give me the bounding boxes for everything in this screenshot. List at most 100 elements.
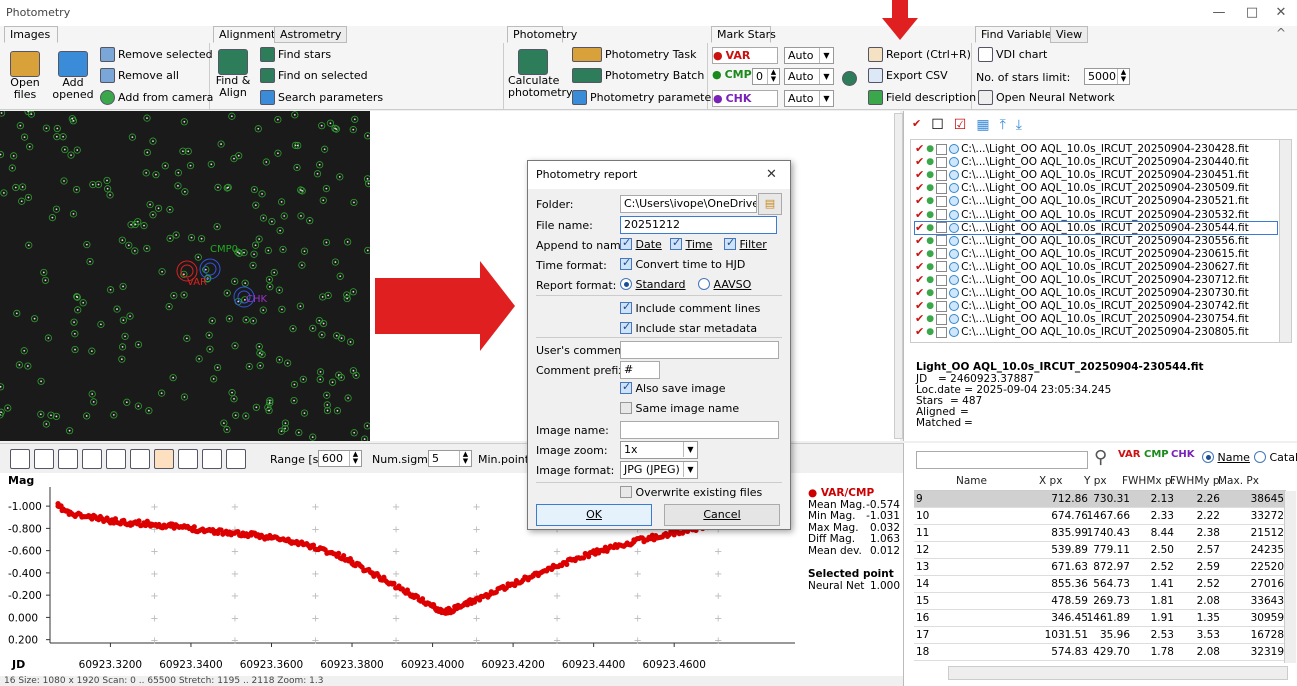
- file-row[interactable]: ✔ ● C:\...\Light_OO AQL_10.0s_IRCUT_202509…: [915, 143, 1249, 156]
- cmp-chk-icon[interactable]: [58, 449, 78, 469]
- col-max-px[interactable]: Max. Px: [1218, 475, 1259, 487]
- file-row[interactable]: ✔ ● C:\...\Light_OO AQL_10.0s_IRCUT_202509…: [915, 274, 1249, 287]
- fwhm-icon[interactable]: [106, 449, 126, 469]
- overwrite-checkbox[interactable]: Overwrite existing files: [620, 486, 762, 499]
- close-button[interactable]: ✕: [1275, 5, 1287, 20]
- checked-icon[interactable]: ✔: [915, 299, 925, 313]
- browse-folder-icon[interactable]: ▤: [758, 193, 782, 215]
- num-sigma-spinner[interactable]: 5 ▲ ▼: [428, 450, 472, 467]
- checked-icon[interactable]: ✔: [915, 259, 925, 273]
- calculate-photometry-button[interactable]: Calculate photometry: [508, 49, 573, 99]
- include-metadata-checkbox[interactable]: Include star metadata: [620, 320, 757, 335]
- tab-mark-stars[interactable]: Mark Stars: [711, 26, 776, 43]
- tab-photometry[interactable]: Photometry: [507, 26, 577, 43]
- search-parameters-button[interactable]: Search parameters: [260, 90, 383, 105]
- find-align-button[interactable]: Find & Align: [215, 49, 251, 99]
- spin-arrows-icon[interactable]: ▲ ▼: [349, 451, 361, 466]
- stars-limit-spinner[interactable]: 5000 ▲ ▼: [1084, 68, 1130, 85]
- air-mass-icon[interactable]: [82, 449, 102, 469]
- col-fwhmx[interactable]: FWHMx p:: [1122, 475, 1176, 487]
- find-stars-button[interactable]: Find stars: [260, 47, 331, 62]
- table-vscroll[interactable]: [1284, 491, 1296, 663]
- file-row[interactable]: ✔ ● C:\...\Light_OO AQL_10.0s_IRCUT_202509…: [915, 182, 1249, 195]
- star-field-image[interactable]: VAR CMP0 CHK: [0, 111, 370, 441]
- error-bars-icon[interactable]: [154, 449, 174, 469]
- file-row[interactable]: ✔ ● C:\...\Light_OO AQL_10.0s_IRCUT_202509…: [915, 312, 1249, 326]
- checkbox-icon[interactable]: [936, 274, 948, 286]
- checked-icon[interactable]: ✔: [915, 194, 925, 208]
- collapse-ribbon-icon[interactable]: ^: [1276, 26, 1287, 40]
- standard-radio[interactable]: Standard: [620, 278, 686, 291]
- file-row[interactable]: ✔ ● C:\...\Light_OO AQL_10.0s_IRCUT_202509…: [915, 194, 1249, 208]
- search-icon[interactable]: ⚲: [1094, 447, 1108, 468]
- table-row[interactable]: 14 855.36 564.73 1.41 2.52 27016: [914, 576, 1284, 593]
- file-row[interactable]: ✔ ● C:\...\Light_OO AQL_10.0s_IRCUT_202509…: [915, 233, 1249, 247]
- ok-button[interactable]: OK: [536, 504, 652, 526]
- move-bottom-icon[interactable]: ⤓: [1015, 117, 1022, 133]
- checkbox-icon[interactable]: [936, 235, 948, 247]
- check-selected-icon[interactable]: ☑: [953, 117, 967, 133]
- tab-images[interactable]: Images: [4, 26, 58, 43]
- remove-all-button[interactable]: Remove all: [100, 68, 179, 83]
- tab-alignment[interactable]: Alignment: [213, 26, 282, 43]
- table-row[interactable]: 16 346.45 1461.89 1.91 1.35 30959: [914, 610, 1284, 627]
- flux-mag-icon[interactable]: [178, 449, 198, 469]
- open-files-button[interactable]: Open files: [6, 51, 44, 101]
- star-search-input[interactable]: [916, 451, 1088, 469]
- maximize-button[interactable]: □: [1245, 5, 1259, 20]
- photometry-parameters-button[interactable]: Photometry parameters: [572, 90, 722, 105]
- minimize-button[interactable]: —: [1212, 5, 1226, 20]
- spin-arrows-icon[interactable]: ▲ ▼: [1117, 69, 1129, 84]
- file-row[interactable]: ✔ ● C:\...\Light_OO AQL_10.0s_IRCUT_202509…: [914, 220, 1278, 235]
- vertical-scrollbar[interactable]: [894, 113, 903, 439]
- file-row[interactable]: ✔ ● C:\...\Light_OO AQL_10.0s_IRCUT_202509…: [915, 326, 1249, 339]
- append-time-checkbox[interactable]: Time: [670, 236, 712, 251]
- file-row[interactable]: ✔ ● C:\...\Light_OO AQL_10.0s_IRCUT_202509…: [915, 299, 1249, 313]
- convert-hjd-checkbox[interactable]: Convert time to HJD: [620, 256, 745, 271]
- image-format-select[interactable]: JPG (JPEG) ▼: [620, 461, 698, 479]
- table-row[interactable]: 11 835.99 1740.43 8.44 2.38 21512: [914, 525, 1284, 542]
- dialog-close-button[interactable]: ✕: [766, 167, 777, 182]
- photometry-batch-button[interactable]: Photometry Batch: [572, 68, 704, 83]
- table-row[interactable]: 15 478.59 269.73 1.81 2.08 33643: [914, 593, 1284, 610]
- cmp-mode-select[interactable]: Auto ▼: [784, 68, 834, 85]
- check-all-icon[interactable]: ✔: [912, 117, 922, 130]
- append-filter-checkbox[interactable]: Filter: [724, 236, 767, 251]
- fwhm-2-icon[interactable]: [130, 449, 150, 469]
- checkbox-icon[interactable]: [936, 313, 948, 325]
- checked-icon[interactable]: ✔: [915, 246, 925, 260]
- checked-icon[interactable]: ✔: [915, 312, 925, 326]
- cmp-button[interactable]: ● CMP: [712, 68, 752, 81]
- checkbox-icon[interactable]: [936, 143, 948, 155]
- checked-icon[interactable]: ✔: [915, 220, 925, 234]
- table-row[interactable]: 18 574.83 429.70 1.78 2.08 32319: [914, 644, 1284, 661]
- checkbox-icon[interactable]: [936, 287, 948, 299]
- col-x-px[interactable]: X px: [1039, 475, 1063, 487]
- table-hscroll[interactable]: [948, 666, 1288, 680]
- chk-button[interactable]: ● CHK: [712, 90, 778, 107]
- table-row[interactable]: 13 671.63 872.97 2.52 2.59 22520: [914, 559, 1284, 576]
- checked-icon[interactable]: ✔: [915, 207, 925, 221]
- remove-selected-button[interactable]: Remove selected: [100, 47, 213, 62]
- file-row[interactable]: ✔ ● C:\...\Light_OO AQL_10.0s_IRCUT_202509…: [915, 169, 1249, 182]
- file-row[interactable]: ✔ ● C:\...\Light_OO AQL_10.0s_IRCUT_202509…: [915, 246, 1249, 260]
- find-cmp-icon[interactable]: CMP: [1144, 449, 1169, 460]
- checked-icon[interactable]: ✔: [915, 233, 925, 247]
- image-info-icon[interactable]: ▦: [976, 117, 990, 133]
- cmp-index-spinner[interactable]: 0 ▲ ▼: [752, 68, 780, 85]
- checkbox-icon[interactable]: [936, 182, 948, 194]
- var-mode-select[interactable]: Auto ▼: [784, 47, 834, 64]
- comment-prefix-input[interactable]: #: [620, 361, 660, 379]
- table-row[interactable]: 9 712.86 730.31 2.13 2.26 38645: [914, 491, 1284, 508]
- photometry-task-button[interactable]: Photometry Task: [572, 47, 696, 62]
- find-on-selected-button[interactable]: Find on selected: [260, 68, 368, 83]
- file-row[interactable]: ✔ ● C:\...\Light_OO AQL_10.0s_IRCUT_202509…: [915, 286, 1249, 300]
- checked-icon[interactable]: ✔: [915, 286, 925, 300]
- also-save-image-checkbox[interactable]: Also save image: [620, 380, 726, 395]
- report-button[interactable]: Report (Ctrl+R): [868, 47, 971, 62]
- range-spinner[interactable]: 600 ▲ ▼: [318, 450, 362, 467]
- vdi-chart-button[interactable]: VDI chart: [978, 47, 1047, 62]
- file-name-input[interactable]: 20251212: [620, 216, 777, 234]
- file-row[interactable]: ✔ ● C:\...\Light_OO AQL_10.0s_IRCUT_202509…: [915, 259, 1249, 273]
- folder-input[interactable]: C:\Users\ivope\OneDrive\Desl: [620, 195, 757, 213]
